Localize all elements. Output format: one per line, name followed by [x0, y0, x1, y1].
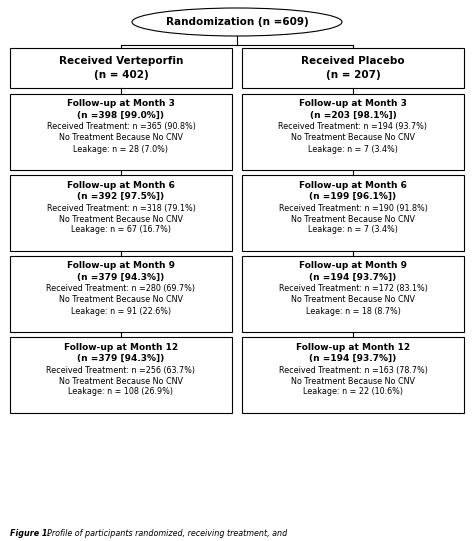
- Text: Received Treatment: n =194 (93.7%): Received Treatment: n =194 (93.7%): [279, 122, 428, 131]
- FancyBboxPatch shape: [10, 48, 232, 88]
- Text: Received Treatment: n =318 (79.1%): Received Treatment: n =318 (79.1%): [46, 203, 195, 213]
- Text: Received Treatment: n =280 (69.7%): Received Treatment: n =280 (69.7%): [46, 285, 195, 294]
- Text: (n =392 [97.5%]): (n =392 [97.5%]): [77, 192, 164, 201]
- Text: Leakage: n = 18 (8.7%): Leakage: n = 18 (8.7%): [306, 307, 401, 315]
- Text: Leakage: n = 108 (26.9%): Leakage: n = 108 (26.9%): [69, 387, 173, 397]
- Text: (n =194 [93.7%]): (n =194 [93.7%]): [310, 353, 397, 362]
- FancyBboxPatch shape: [242, 48, 464, 88]
- Text: Leakage: n = 91 (22.6%): Leakage: n = 91 (22.6%): [71, 307, 171, 315]
- Text: (n =379 [94.3%]): (n =379 [94.3%]): [77, 273, 164, 281]
- Text: Leakage: n = 22 (10.6%): Leakage: n = 22 (10.6%): [303, 387, 403, 397]
- Text: Follow-up at Month 9: Follow-up at Month 9: [67, 261, 175, 270]
- Text: (n =398 [99.0%]): (n =398 [99.0%]): [78, 110, 164, 120]
- Text: No Treatment Because No CNV: No Treatment Because No CNV: [291, 214, 415, 223]
- FancyBboxPatch shape: [242, 175, 464, 251]
- Text: No Treatment Because No CNV: No Treatment Because No CNV: [59, 295, 183, 305]
- Text: No Treatment Because No CNV: No Treatment Because No CNV: [291, 295, 415, 305]
- Text: (n =194 [93.7%]): (n =194 [93.7%]): [310, 273, 397, 281]
- Text: Profile of participants randomized, receiving treatment, and: Profile of participants randomized, rece…: [42, 529, 287, 538]
- FancyBboxPatch shape: [242, 94, 464, 170]
- FancyBboxPatch shape: [242, 337, 464, 413]
- Text: (n =199 [96.1%]): (n =199 [96.1%]): [310, 192, 397, 201]
- Text: Follow-up at Month 9: Follow-up at Month 9: [299, 261, 407, 270]
- Text: Randomization (n =609): Randomization (n =609): [165, 17, 309, 27]
- FancyBboxPatch shape: [10, 175, 232, 251]
- Text: Leakage: n = 67 (16.7%): Leakage: n = 67 (16.7%): [71, 226, 171, 234]
- Text: Follow-up at Month 12: Follow-up at Month 12: [64, 342, 178, 352]
- Text: Figure 1.: Figure 1.: [10, 529, 51, 538]
- Text: Received Verteporfin: Received Verteporfin: [59, 56, 183, 66]
- Text: (n =379 [94.3%]): (n =379 [94.3%]): [77, 353, 164, 362]
- Ellipse shape: [132, 8, 342, 36]
- Text: (n = 207): (n = 207): [326, 70, 380, 80]
- Text: Follow-up at Month 6: Follow-up at Month 6: [67, 181, 175, 189]
- FancyBboxPatch shape: [242, 256, 464, 332]
- Text: No Treatment Because No CNV: No Treatment Because No CNV: [59, 377, 183, 386]
- Text: Follow-up at Month 12: Follow-up at Month 12: [296, 342, 410, 352]
- FancyBboxPatch shape: [10, 337, 232, 413]
- Text: Leakage: n = 7 (3.4%): Leakage: n = 7 (3.4%): [308, 226, 398, 234]
- Text: No Treatment Because No CNV: No Treatment Because No CNV: [59, 134, 183, 142]
- Text: Received Treatment: n =190 (91.8%): Received Treatment: n =190 (91.8%): [279, 203, 428, 213]
- Text: (n = 402): (n = 402): [94, 70, 148, 80]
- Text: Received Placebo: Received Placebo: [301, 56, 405, 66]
- Text: Follow-up at Month 3: Follow-up at Month 3: [299, 100, 407, 109]
- Text: Follow-up at Month 6: Follow-up at Month 6: [299, 181, 407, 189]
- Text: No Treatment Because No CNV: No Treatment Because No CNV: [59, 214, 183, 223]
- FancyBboxPatch shape: [10, 94, 232, 170]
- Text: Received Treatment: n =172 (83.1%): Received Treatment: n =172 (83.1%): [279, 285, 428, 294]
- Text: No Treatment Because No CNV: No Treatment Because No CNV: [291, 377, 415, 386]
- Text: No Treatment Because No CNV: No Treatment Because No CNV: [291, 134, 415, 142]
- Text: Received Treatment: n =256 (63.7%): Received Treatment: n =256 (63.7%): [46, 366, 195, 374]
- FancyBboxPatch shape: [10, 256, 232, 332]
- Text: (n =203 [98.1%]): (n =203 [98.1%]): [310, 110, 396, 120]
- Text: Received Treatment: n =163 (78.7%): Received Treatment: n =163 (78.7%): [279, 366, 428, 374]
- Text: Received Treatment: n =365 (90.8%): Received Treatment: n =365 (90.8%): [46, 122, 195, 131]
- Text: Leakage: n = 7 (3.4%): Leakage: n = 7 (3.4%): [308, 144, 398, 154]
- Text: Leakage: n = 28 (7.0%): Leakage: n = 28 (7.0%): [73, 144, 168, 154]
- Text: Follow-up at Month 3: Follow-up at Month 3: [67, 100, 175, 109]
